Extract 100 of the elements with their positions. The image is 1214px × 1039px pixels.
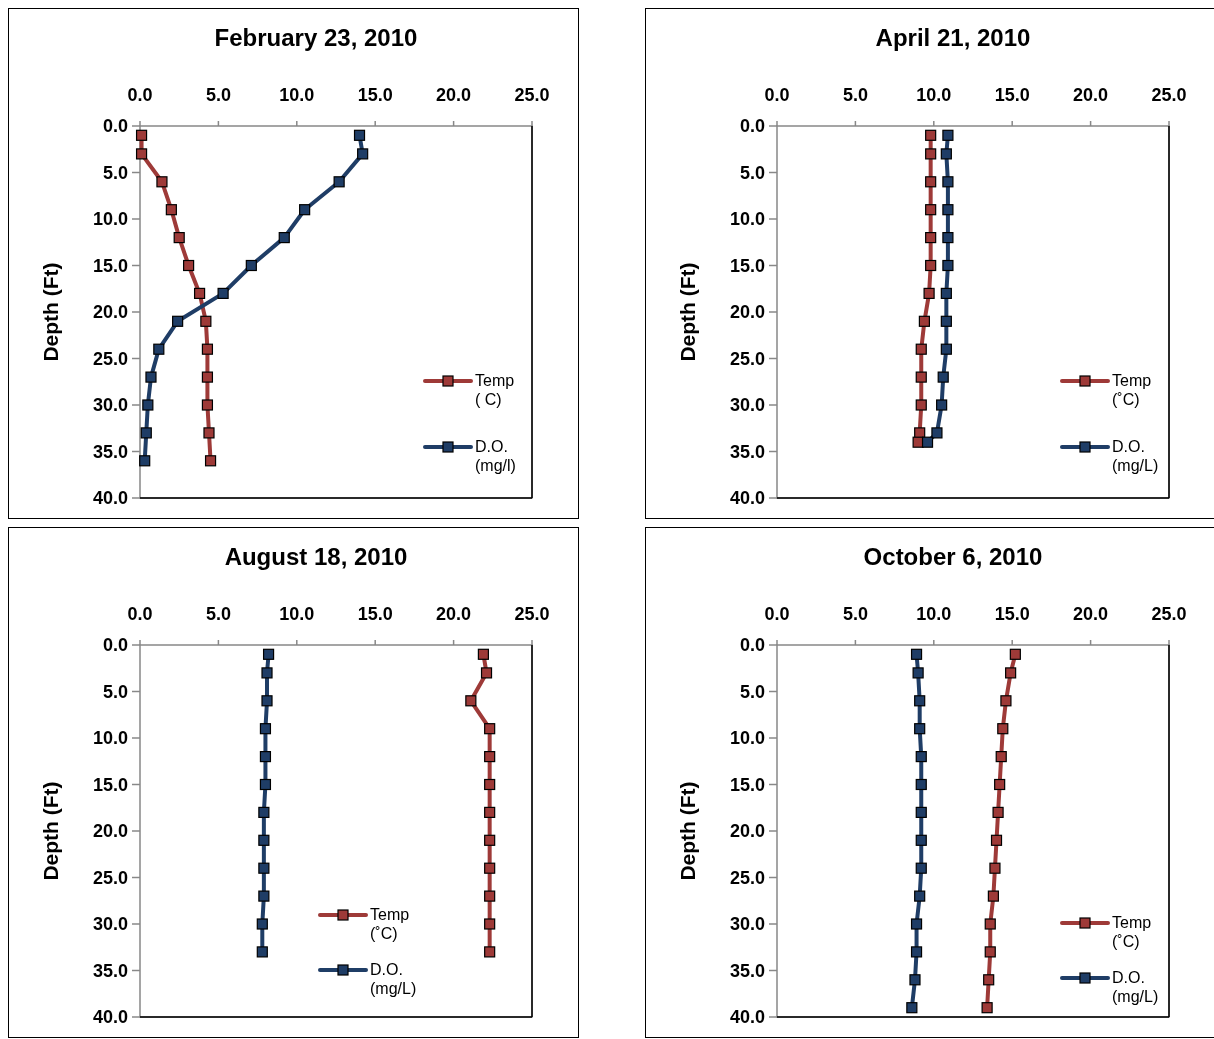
point xyxy=(259,778,272,791)
point xyxy=(259,751,272,763)
point xyxy=(921,436,934,448)
point xyxy=(484,890,496,902)
point xyxy=(353,129,366,141)
point xyxy=(992,806,1004,818)
point xyxy=(981,1002,993,1014)
point xyxy=(262,648,275,660)
point xyxy=(261,667,273,679)
y-tick-label: 30.0 xyxy=(92,395,128,415)
y-tick-label: 20.0 xyxy=(729,302,765,322)
y-tick-label: 15.0 xyxy=(92,255,128,276)
x-tick-label: 25.0 xyxy=(1151,604,1187,624)
point xyxy=(258,806,270,818)
point xyxy=(942,176,954,188)
x-tick-label: 0.0 xyxy=(764,604,790,624)
point xyxy=(925,176,937,188)
y-tick-label: 30.0 xyxy=(92,914,128,934)
chart-title: April 21, 2010 xyxy=(875,24,1031,51)
point xyxy=(259,723,272,735)
point xyxy=(217,287,229,299)
point xyxy=(484,862,496,874)
legend-label: Temp (˚C) xyxy=(1112,914,1152,950)
y-tick-label: 15.0 xyxy=(92,774,128,795)
y-tick-label: 5.0 xyxy=(102,681,128,702)
point xyxy=(942,232,954,244)
y-tick-label: 5.0 xyxy=(739,681,765,702)
y-axis-title: Depth (Ft) xyxy=(676,781,699,881)
y-tick-label: 10.0 xyxy=(729,209,765,229)
y-tick-label: 40.0 xyxy=(729,1007,765,1027)
point xyxy=(256,946,268,958)
point xyxy=(909,974,921,986)
point xyxy=(910,946,923,958)
point xyxy=(173,232,185,244)
point xyxy=(333,176,345,188)
point xyxy=(172,315,184,327)
x-tick-label: 25.0 xyxy=(514,85,550,105)
point xyxy=(465,695,477,707)
point xyxy=(193,287,206,299)
y-tick-label: 25.0 xyxy=(92,348,128,369)
point xyxy=(183,259,195,272)
chart-title: August 18, 2010 xyxy=(224,543,408,570)
point xyxy=(906,1002,918,1014)
point xyxy=(925,129,937,141)
point xyxy=(256,918,268,930)
point xyxy=(200,315,212,327)
y-tick-label: 35.0 xyxy=(729,441,765,462)
legend-label: D.O. (mg/L) xyxy=(1112,969,1159,1005)
point xyxy=(914,723,926,735)
point xyxy=(201,343,214,355)
point xyxy=(261,695,273,707)
point xyxy=(915,862,927,874)
point xyxy=(915,399,927,411)
point xyxy=(910,918,923,930)
point xyxy=(989,862,1001,874)
point xyxy=(984,918,996,930)
point xyxy=(940,343,952,355)
legend-label: D.O. (mg/l) xyxy=(475,438,516,474)
legend-label: Temp (˚C) xyxy=(1112,372,1152,408)
x-tick-label: 20.0 xyxy=(436,604,472,624)
point xyxy=(984,946,996,958)
point xyxy=(135,129,148,141)
point xyxy=(145,371,157,383)
y-tick-label: 25.0 xyxy=(729,348,765,369)
point xyxy=(987,890,999,902)
point xyxy=(936,399,948,411)
y-tick-label: 0.0 xyxy=(739,116,765,136)
x-tick-label: 10.0 xyxy=(279,604,315,624)
point xyxy=(1005,667,1017,679)
point xyxy=(165,204,177,216)
legend-label: D.O. (mg/L) xyxy=(370,961,417,997)
x-tick-label: 10.0 xyxy=(916,85,952,105)
y-tick-label: 15.0 xyxy=(729,774,765,795)
point xyxy=(937,371,949,383)
x-tick-label: 20.0 xyxy=(1073,85,1109,105)
y-tick-label: 0.0 xyxy=(102,116,128,136)
x-tick-label: 10.0 xyxy=(916,604,952,624)
point xyxy=(484,723,496,735)
point xyxy=(994,778,1006,791)
point xyxy=(940,148,952,160)
point xyxy=(278,232,290,244)
point xyxy=(299,204,311,216)
point xyxy=(203,427,215,439)
y-tick-label: 35.0 xyxy=(92,960,128,981)
point xyxy=(484,946,496,958)
point xyxy=(135,148,148,160)
y-tick-label: 10.0 xyxy=(92,728,128,748)
point xyxy=(484,806,496,818)
point xyxy=(201,399,214,411)
point xyxy=(1009,648,1021,660)
x-tick-label: 5.0 xyxy=(205,85,231,105)
y-axis-title: Depth (Ft) xyxy=(676,262,699,362)
x-tick-label: 0.0 xyxy=(127,85,153,105)
point xyxy=(258,890,270,902)
y-tick-label: 40.0 xyxy=(92,488,128,508)
point xyxy=(915,806,927,818)
y-tick-label: 10.0 xyxy=(729,728,765,748)
point xyxy=(925,259,937,272)
chart-title: October 6, 2010 xyxy=(863,543,1043,570)
x-tick-label: 0.0 xyxy=(764,85,790,105)
